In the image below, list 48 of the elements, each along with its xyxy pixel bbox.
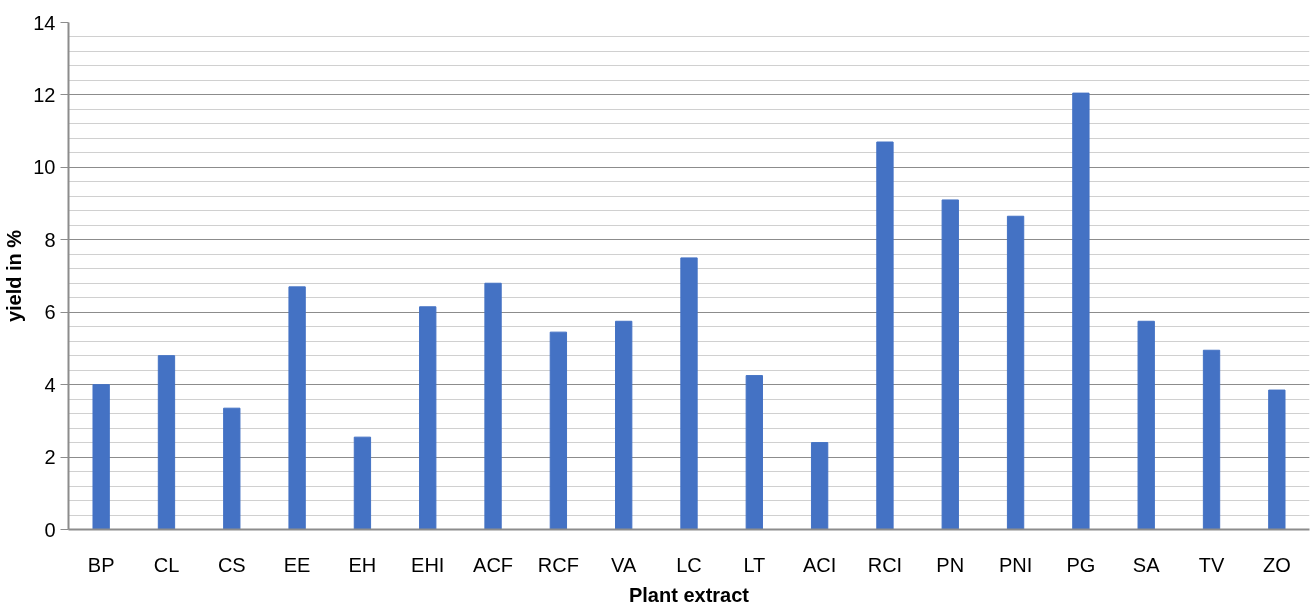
x-tick-label: PG [1066,553,1096,576]
bar [1006,215,1025,530]
x-tick-label: TV [1198,553,1225,576]
bar [941,199,959,530]
bar [810,442,829,530]
y-tick-label: 8 [44,228,56,251]
y-tick-label: 10 [33,156,56,179]
x-tick-label: EH [348,553,377,576]
bar [1202,349,1221,530]
x-axis-title: Plant extract [628,583,750,606]
x-tick-label: RCI [867,553,903,576]
x-tick-label: VA [611,553,637,576]
bar [92,384,110,530]
y-axis-title: yield in % [3,229,26,323]
bar [1072,92,1090,530]
bar [223,407,241,530]
y-tick-label: 2 [44,446,56,469]
x-tick-label: EE [283,553,311,576]
x-tick-label: ACI [802,553,837,576]
x-tick-label: PNI [998,553,1033,576]
bar [484,282,502,530]
y-tick-label: 12 [33,83,56,106]
bar [680,257,698,530]
bar [1137,320,1155,530]
bar [288,286,306,530]
x-tick-label: PN [936,553,965,576]
bar [549,331,568,530]
y-tick-label: 6 [44,301,56,324]
bar [876,141,894,530]
x-tick-label: CS [217,553,246,576]
bar [615,320,633,530]
x-tick-label: LC [676,553,702,576]
x-tick-label: CL [153,553,180,576]
x-tick-label: LT [743,553,766,576]
bar [157,355,176,530]
bar [353,436,372,530]
y-tick-label: 4 [44,373,56,396]
x-tick-label: ACF [473,553,514,576]
x-tick-label: SA [1132,553,1161,576]
bar [745,375,763,530]
x-tick-label: ZO [1262,553,1291,576]
x-tick-label: EHI [411,553,445,576]
x-tick-label: RCF [537,553,579,576]
x-tick-label: BP [87,553,115,576]
bar [419,306,437,530]
y-tick-label: 14 [33,11,56,34]
bar [1268,389,1286,530]
y-tick-label: 0 [44,518,56,541]
